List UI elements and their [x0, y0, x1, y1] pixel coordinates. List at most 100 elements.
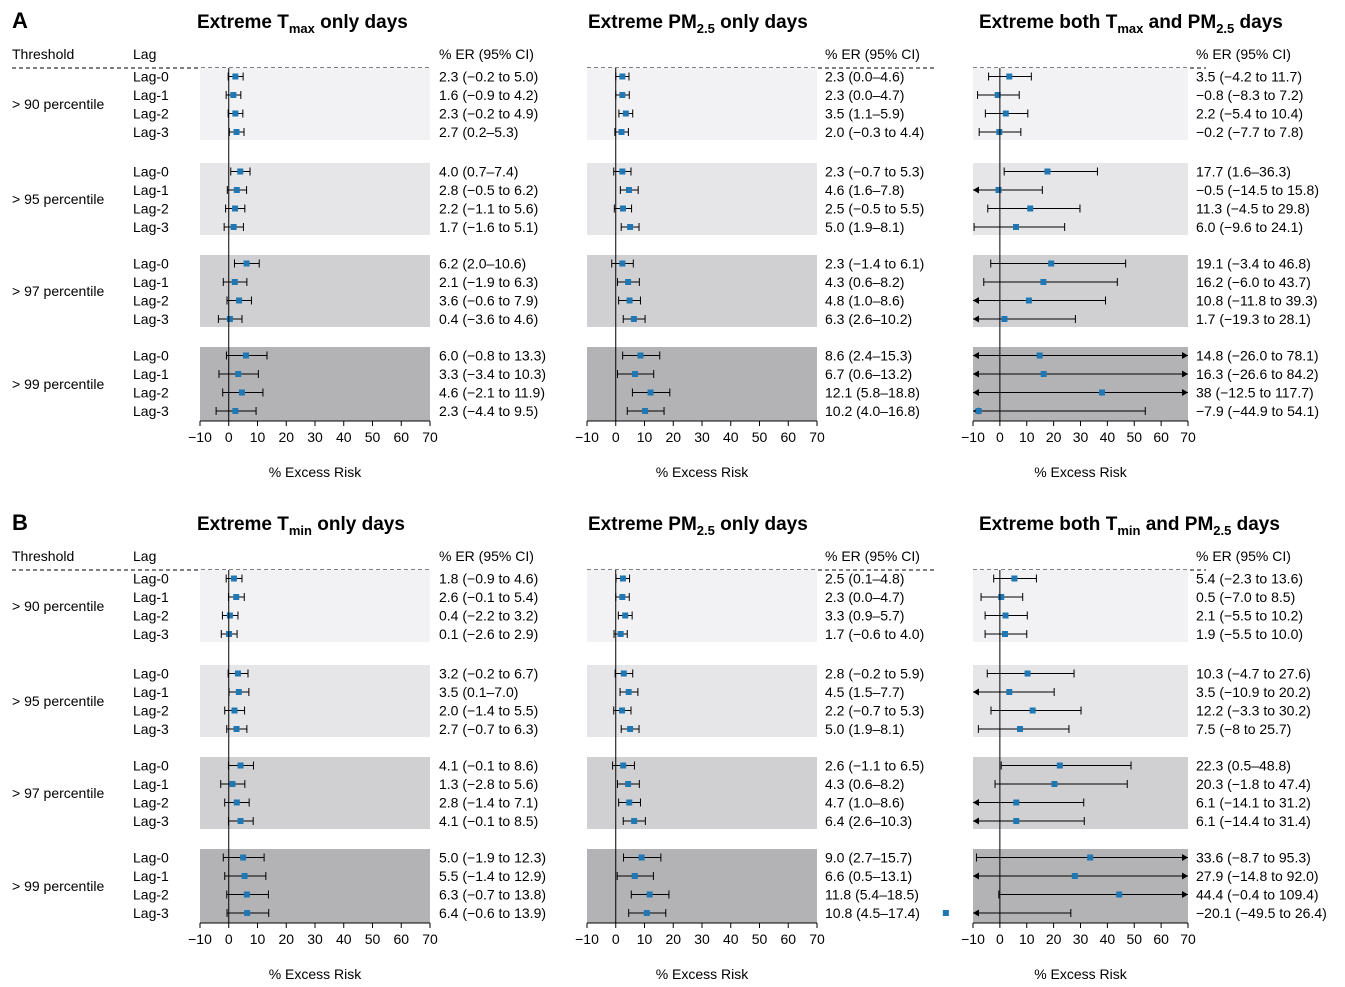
x-tick-label: 0 — [996, 931, 1004, 947]
point-estimate — [1002, 612, 1009, 619]
point-estimate — [619, 73, 626, 80]
point-estimate — [994, 92, 1001, 98]
er-ci-value: 3.2 (−0.2 to 6.7) — [439, 666, 538, 682]
ci-arrow-right — [1182, 854, 1188, 861]
er-ci-value: 5.5 (−1.4 to 12.9) — [439, 868, 546, 884]
x-tick-label: 60 — [1153, 429, 1169, 445]
er-ci-value: 4.8 (1.0–8.6) — [825, 293, 904, 309]
er-ci-value: 2.3 (0.0–4.6) — [825, 69, 904, 85]
threshold-label: > 97 percentile — [12, 785, 104, 801]
threshold-band — [973, 163, 1188, 235]
x-tick-label: 20 — [1046, 931, 1062, 947]
panel-title: Extreme both Tmax and PM2.5 days — [979, 12, 1283, 36]
er-ci-value: 2.0 (−1.4 to 5.5) — [439, 703, 538, 719]
er-ci-value: 2.3 (−0.2 to 4.9) — [439, 106, 538, 122]
point-estimate — [625, 781, 632, 787]
point-estimate — [236, 297, 243, 304]
ci-arrow-right — [1182, 370, 1188, 378]
threshold-band — [200, 665, 430, 737]
x-tick-label: −10 — [575, 429, 599, 445]
er-ci-value: 3.5 (0.1–7.0) — [439, 684, 518, 700]
point-estimate — [243, 352, 249, 359]
er-ci-value: 2.6 (−0.1 to 5.4) — [439, 589, 538, 605]
point-estimate — [643, 910, 650, 916]
point-estimate — [230, 92, 237, 98]
threshold-label: > 90 percentile — [12, 598, 104, 614]
x-axis-label: % Excess Risk — [656, 966, 750, 982]
er-ci-value: 2.6 (−1.1 to 6.5) — [825, 758, 924, 774]
lag-label: Lag-0 — [133, 256, 169, 272]
point-estimate — [237, 168, 244, 175]
threshold-band — [200, 68, 430, 140]
title-text: Extreme T — [197, 12, 289, 33]
er-ci-value: 2.7 (−0.7 to 6.3) — [439, 721, 538, 737]
threshold-band — [200, 570, 430, 642]
forest-panel-a-3: Extreme both Tmax and PM2.5 days % ER (95… — [961, 12, 1319, 480]
point-estimate — [1071, 873, 1078, 879]
threshold-band — [587, 665, 817, 737]
x-tick-label: −10 — [188, 429, 212, 445]
x-tick-label: 0 — [225, 429, 233, 445]
ci-arrow-left — [973, 688, 979, 696]
panel-title: Extreme PM2.5 only days — [588, 514, 808, 538]
threshold-header: Threshold — [12, 548, 74, 564]
lag-label: Lag-3 — [133, 311, 169, 327]
point-estimate — [233, 799, 240, 806]
threshold-band — [587, 255, 817, 327]
er-ci-value: 4.1 (−0.1 to 8.6) — [439, 758, 538, 774]
point-estimate — [232, 408, 239, 414]
point-estimate — [622, 612, 629, 619]
title-text: days — [1231, 514, 1280, 535]
x-tick-label: 60 — [393, 931, 409, 947]
er-ci-value: 3.3 (0.9–5.7) — [825, 608, 904, 624]
lag-label: Lag-1 — [133, 87, 169, 103]
threshold-band — [973, 68, 1188, 140]
lag-label: Lag-1 — [133, 274, 169, 290]
title-text: only days — [715, 12, 808, 33]
x-axis-label: % Excess Risk — [269, 966, 363, 982]
er-ci-value: 6.4 (2.6–10.3) — [825, 813, 912, 829]
er-ci-value: 10.8 (4.5–17.4) — [825, 905, 920, 921]
x-tick-label: 40 — [1100, 429, 1116, 445]
x-tick-label: 60 — [1153, 931, 1169, 947]
title-subscript: 2.5 — [697, 523, 715, 538]
er-ci-value: 3.5 (1.1–5.9) — [825, 106, 904, 122]
x-tick-label: 0 — [612, 429, 620, 445]
lag-label: Lag-2 — [133, 385, 169, 401]
er-ci-value: 14.8 (−26.0 to 78.1) — [1196, 348, 1319, 364]
lag-label: Lag-3 — [133, 905, 169, 921]
threshold-label: > 95 percentile — [12, 191, 104, 207]
er-ci-value: 0.4 (−3.6 to 4.6) — [439, 311, 538, 327]
lag-label: Lag-2 — [133, 293, 169, 309]
threshold-band — [200, 163, 430, 235]
er-ci-value: 12.1 (5.8–18.8) — [825, 385, 920, 401]
point-estimate — [232, 110, 239, 117]
x-axis-label: % Excess Risk — [269, 464, 363, 480]
er-ci-value: 1.7 (−19.3 to 28.1) — [1196, 311, 1311, 327]
point-estimate — [631, 818, 638, 824]
er-ci-value: 9.0 (2.7–15.7) — [825, 850, 912, 866]
point-estimate — [237, 818, 244, 824]
lag-label: Lag-0 — [133, 69, 169, 85]
title-subscript: 2.5 — [697, 21, 715, 36]
point-estimate — [1024, 670, 1031, 677]
x-tick-label: 0 — [225, 931, 233, 947]
point-estimate — [942, 910, 949, 916]
x-axis-label: % Excess Risk — [1034, 966, 1128, 982]
er-ci-value: 6.0 (−9.6 to 24.1) — [1196, 219, 1303, 235]
x-tick-label: 70 — [422, 429, 438, 445]
er-ci-value: 1.9 (−5.5 to 10.0) — [1196, 626, 1303, 642]
x-tick-label: −10 — [575, 931, 599, 947]
title-text: and PM — [1140, 514, 1213, 535]
er-ci-value: 2.2 (−1.1 to 5.6) — [439, 201, 538, 217]
title-text: only days — [312, 514, 405, 535]
panel-title: Extreme Tmin only days — [197, 514, 405, 538]
ci-arrow-left — [973, 315, 979, 323]
x-tick-label: 70 — [422, 931, 438, 947]
ci-arrow-left — [973, 352, 979, 359]
x-tick-label: 40 — [336, 931, 352, 947]
lag-label: Lag-2 — [133, 201, 169, 217]
point-estimate — [619, 594, 626, 600]
point-estimate — [627, 224, 634, 230]
